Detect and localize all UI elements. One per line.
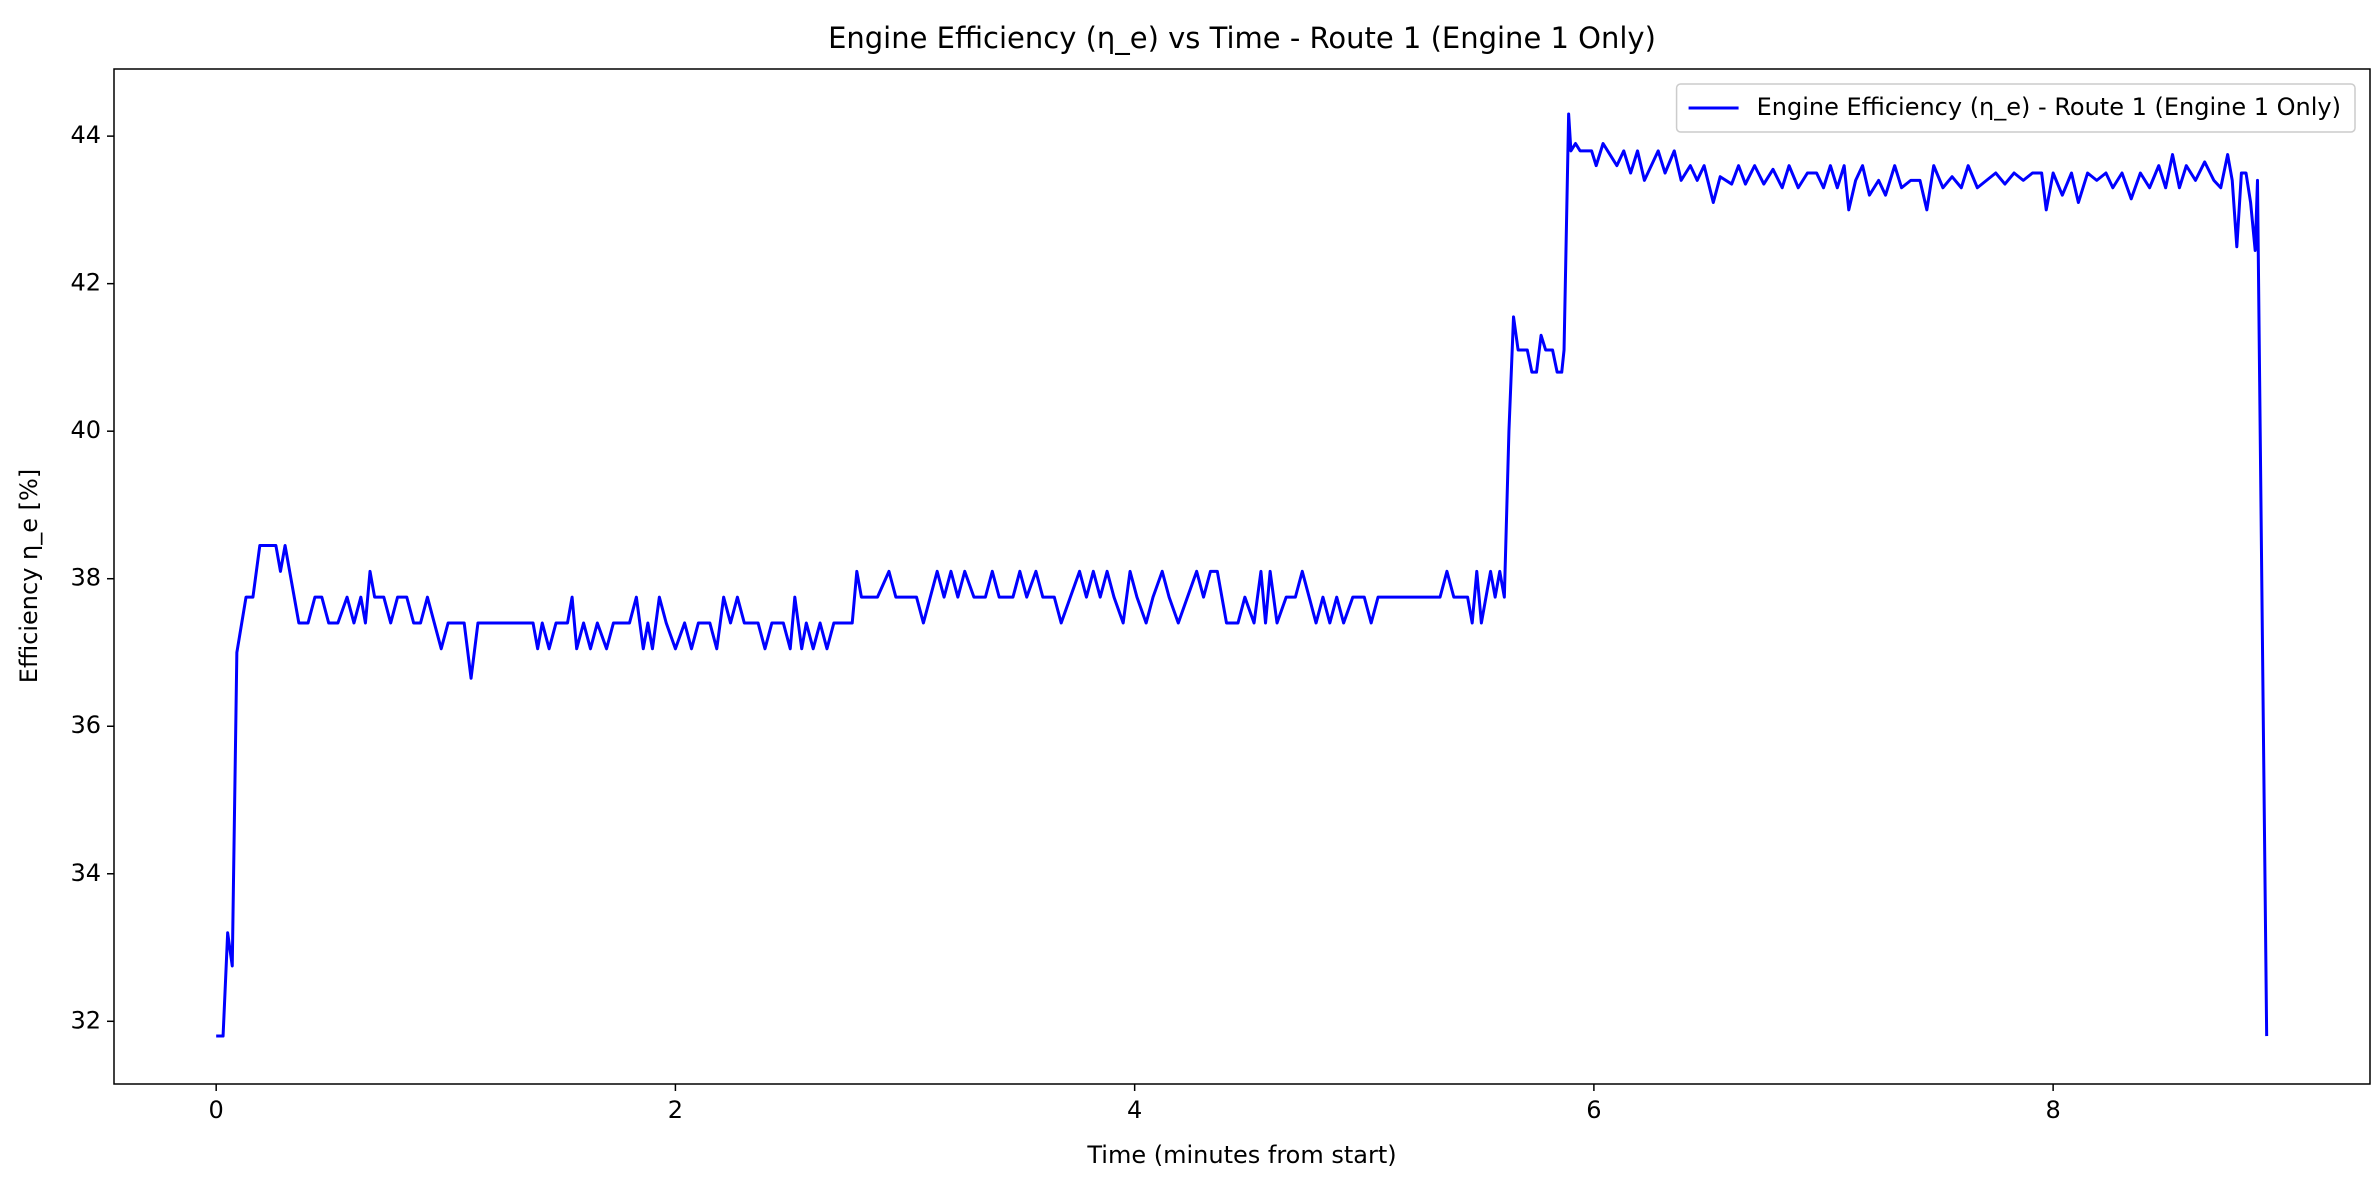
line-series xyxy=(216,112,2269,1038)
y-tick-label: 42 xyxy=(70,269,101,297)
x-tick-label: 8 xyxy=(2045,1096,2060,1124)
plot-frame xyxy=(113,68,2371,1085)
x-tick-label: 0 xyxy=(209,1096,224,1124)
x-tick-label: 6 xyxy=(1586,1096,1601,1124)
x-tick-label: 4 xyxy=(1127,1096,1142,1124)
y-tick-label: 44 xyxy=(70,121,101,149)
y-tick-label: 40 xyxy=(70,416,101,444)
legend: Engine Efficiency (η_e) - Route 1 (Engin… xyxy=(1675,83,2356,133)
y-tick-label: 32 xyxy=(70,1006,101,1034)
y-tick-label: 36 xyxy=(70,711,101,739)
x-tick-label: 2 xyxy=(668,1096,683,1124)
y-axis-label: Efficiency η_e [%] xyxy=(15,469,43,683)
y-tick-label: 34 xyxy=(70,859,101,887)
legend-label: Engine Efficiency (η_e) - Route 1 (Engin… xyxy=(1757,93,2341,121)
legend-box xyxy=(1675,83,2356,133)
x-axis-label: Time (minutes from start) xyxy=(1086,1141,1396,1169)
chart-title: Engine Efficiency (η_e) vs Time - Route … xyxy=(828,21,1656,55)
y-tick-label: 38 xyxy=(70,564,101,592)
